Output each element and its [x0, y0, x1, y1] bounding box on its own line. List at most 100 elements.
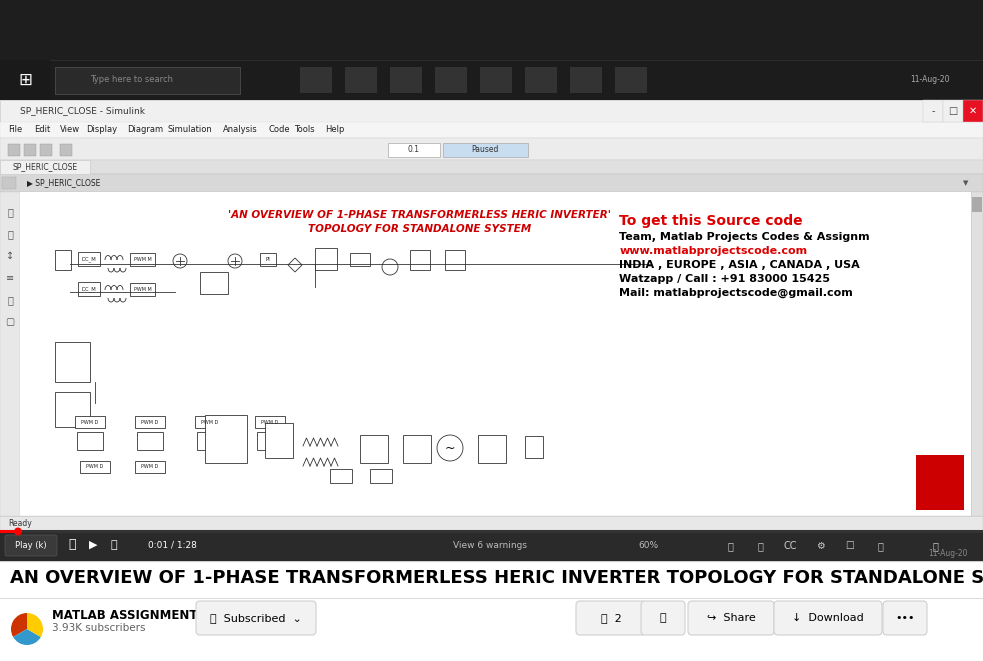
- Bar: [78, 282, 100, 296]
- Bar: [200, 272, 228, 294]
- Text: PWM M: PWM M: [134, 287, 151, 292]
- Text: PWM D: PWM D: [142, 420, 158, 424]
- Bar: [300, 67, 332, 93]
- Text: ▶: ▶: [88, 540, 97, 550]
- Text: SP_HERIC_CLOSE: SP_HERIC_CLOSE: [13, 163, 78, 171]
- Text: 👎: 👎: [660, 613, 666, 623]
- Text: ⌕: ⌕: [7, 207, 13, 217]
- Bar: [315, 248, 337, 270]
- Text: ✕: ✕: [969, 106, 977, 116]
- Circle shape: [437, 435, 463, 461]
- Bar: [923, 100, 943, 122]
- FancyBboxPatch shape: [641, 601, 685, 635]
- Circle shape: [173, 254, 187, 268]
- Text: Analysis: Analysis: [223, 126, 258, 134]
- Bar: [8, 144, 20, 156]
- Text: DC_M: DC_M: [82, 256, 96, 262]
- Circle shape: [382, 259, 398, 275]
- Bar: [388, 143, 440, 157]
- Bar: [20, 192, 971, 518]
- Text: •••: •••: [896, 613, 915, 623]
- Text: Ready: Ready: [8, 518, 31, 527]
- Bar: [135, 461, 165, 473]
- Text: Team, Matlab Projects Codes & Assignm: Team, Matlab Projects Codes & Assignm: [619, 232, 870, 242]
- Bar: [195, 416, 225, 428]
- Bar: [137, 432, 163, 450]
- Text: □: □: [949, 106, 957, 116]
- FancyBboxPatch shape: [576, 601, 646, 635]
- Bar: [360, 435, 388, 463]
- Bar: [0, 516, 983, 530]
- Text: Diagram: Diagram: [127, 126, 163, 134]
- Bar: [0, 561, 983, 661]
- Text: To get this Source code: To get this Source code: [619, 214, 803, 228]
- Text: -: -: [931, 106, 935, 116]
- Bar: [197, 432, 223, 450]
- Text: Tools: Tools: [294, 126, 315, 134]
- Text: 11-Aug-20: 11-Aug-20: [910, 75, 950, 85]
- Bar: [971, 192, 983, 530]
- Bar: [75, 416, 105, 428]
- Bar: [443, 143, 528, 157]
- Wedge shape: [27, 613, 43, 637]
- Text: INDIA , EUROPE , ASIA , CANADA , USA: INDIA , EUROPE , ASIA , CANADA , USA: [619, 260, 860, 270]
- Text: ▼: ▼: [962, 180, 968, 186]
- Bar: [0, 533, 983, 561]
- Text: Simulation: Simulation: [168, 126, 212, 134]
- Text: www.matlabprojectscode.com: www.matlabprojectscode.com: [619, 246, 807, 256]
- Text: Paused: Paused: [471, 145, 498, 155]
- Bar: [410, 250, 430, 270]
- Bar: [135, 416, 165, 428]
- Bar: [0, 60, 50, 100]
- Bar: [0, 160, 983, 174]
- Text: View 6 warnings: View 6 warnings: [453, 541, 527, 551]
- Text: PWM D: PWM D: [87, 465, 103, 469]
- Text: 'AN OVERVIEW OF 1-PHASE TRANSFORMERLESS HERIC INVERTER': 'AN OVERVIEW OF 1-PHASE TRANSFORMERLESS …: [228, 210, 610, 220]
- Wedge shape: [13, 629, 41, 645]
- FancyBboxPatch shape: [774, 601, 882, 635]
- Text: 🔊: 🔊: [111, 540, 117, 550]
- Text: 3.93K subscribers: 3.93K subscribers: [52, 623, 145, 633]
- Bar: [78, 252, 100, 266]
- Bar: [916, 455, 964, 510]
- Text: PWM D: PWM D: [142, 465, 158, 469]
- Text: ⏮: ⏮: [68, 539, 76, 551]
- Circle shape: [14, 527, 22, 535]
- Text: ⧉: ⧉: [757, 541, 763, 551]
- Bar: [0, 530, 983, 533]
- Text: AN OVERVIEW OF 1-PHASE TRANSFORMERLESS HERIC INVERTER TOPOLOGY FOR STANDALONE SY: AN OVERVIEW OF 1-PHASE TRANSFORMERLESS H…: [10, 569, 983, 587]
- Text: Play (k): Play (k): [15, 541, 47, 550]
- Text: PWM D: PWM D: [261, 420, 278, 424]
- Text: SP_HERIC_CLOSE - Simulink: SP_HERIC_CLOSE - Simulink: [20, 106, 145, 116]
- Bar: [0, 122, 983, 138]
- Bar: [55, 250, 71, 270]
- Bar: [55, 67, 240, 94]
- Bar: [257, 432, 283, 450]
- Text: ⤢: ⤢: [932, 541, 938, 551]
- Text: PI: PI: [265, 257, 270, 262]
- Bar: [972, 197, 982, 212]
- Text: Display: Display: [87, 126, 118, 134]
- Bar: [60, 144, 72, 156]
- Text: TOPOLOGY FOR STANDALONE SYSTEM: TOPOLOGY FOR STANDALONE SYSTEM: [308, 224, 531, 234]
- Bar: [390, 67, 422, 93]
- Text: ~: ~: [444, 442, 455, 455]
- Text: View: View: [60, 126, 81, 134]
- Text: PWM D: PWM D: [82, 420, 98, 424]
- Bar: [0, 160, 90, 174]
- Text: Code: Code: [268, 126, 290, 134]
- Text: ↪  Share: ↪ Share: [707, 613, 755, 623]
- Text: ▶ SP_HERIC_CLOSE: ▶ SP_HERIC_CLOSE: [27, 178, 100, 188]
- Text: ︽: ︽: [7, 229, 13, 239]
- Bar: [0, 60, 983, 100]
- Text: ⛶: ⛶: [877, 541, 883, 551]
- Bar: [40, 144, 52, 156]
- Bar: [55, 342, 90, 382]
- Bar: [0, 530, 983, 561]
- Circle shape: [228, 254, 242, 268]
- Text: 60%: 60%: [638, 541, 658, 551]
- Bar: [943, 100, 963, 122]
- Text: ⬜: ⬜: [7, 295, 13, 305]
- Text: MATLAB ASSIGNMENTS AND PR...: MATLAB ASSIGNMENTS AND PR...: [52, 609, 275, 622]
- Text: 11-Aug-20: 11-Aug-20: [929, 549, 968, 559]
